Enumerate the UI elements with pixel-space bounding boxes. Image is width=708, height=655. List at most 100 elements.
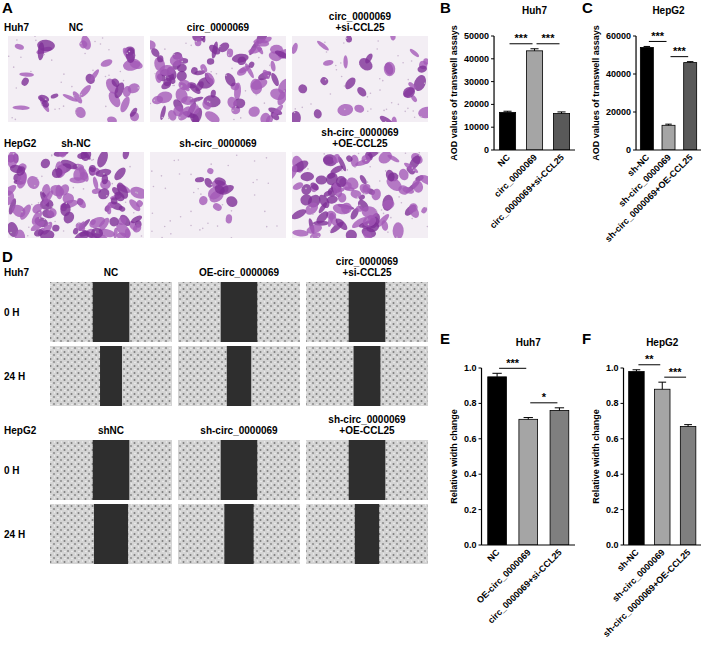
pore: [323, 153, 325, 155]
pore: [330, 230, 332, 232]
time-label: 24 H: [4, 371, 25, 382]
stained-cell: [207, 58, 215, 65]
stained-cell: [41, 189, 56, 207]
error-stem: [497, 373, 498, 377]
pore: [225, 75, 227, 77]
stained-cell: [73, 105, 88, 120]
pore: [126, 53, 128, 55]
pore: [168, 118, 170, 120]
panel-letter: A: [2, 0, 13, 16]
significance-label: ***: [542, 32, 556, 44]
stained-cell: [150, 39, 157, 50]
pore: [401, 202, 403, 204]
pore: [172, 85, 174, 87]
pore: [412, 110, 414, 112]
wound-image: [178, 346, 300, 406]
cell-layer: [306, 504, 428, 564]
stained-cell: [62, 93, 78, 103]
pore: [102, 37, 104, 39]
stained-cell: [345, 229, 358, 238]
pore: [402, 62, 404, 64]
pore: [77, 165, 79, 167]
stained-cell: [297, 83, 309, 95]
wound-image: [306, 504, 428, 564]
stained-cell: [357, 56, 375, 74]
pore: [54, 108, 56, 110]
pore: [39, 217, 41, 219]
pore: [404, 111, 406, 113]
image-bg: [150, 36, 286, 122]
pore: [103, 173, 105, 175]
bar: [684, 63, 697, 150]
pore: [264, 102, 266, 104]
pore: [164, 226, 166, 228]
error-cap: [503, 111, 511, 112]
stained-cell: [380, 220, 389, 232]
panel-letter: B: [440, 0, 451, 16]
chart-title: Huh7: [522, 5, 547, 16]
stained-cell: [270, 72, 281, 87]
pore: [307, 168, 309, 170]
pore: [387, 231, 389, 233]
pore: [370, 108, 372, 110]
stained-cell: [358, 174, 368, 186]
pore: [165, 188, 167, 190]
tick-label: 0.6: [464, 434, 477, 444]
pore: [269, 65, 271, 67]
pore: [231, 210, 233, 212]
pore: [209, 101, 211, 103]
pore: [385, 121, 387, 122]
pore: [66, 203, 68, 205]
stained-cell: [25, 174, 42, 192]
pore: [231, 237, 233, 238]
pore: [63, 73, 65, 75]
stained-cell: [159, 105, 167, 121]
bar: [640, 47, 653, 150]
pore: [151, 170, 153, 172]
stained-cell: [224, 194, 240, 209]
stained-cell: [89, 164, 97, 172]
pore: [382, 80, 384, 82]
pore: [207, 101, 209, 103]
pore: [365, 160, 367, 162]
pore: [370, 93, 372, 95]
bar: [662, 125, 675, 150]
column-head-line: +OE-CCL25: [332, 138, 388, 149]
pore: [73, 187, 75, 189]
tick-label: 0.0: [606, 540, 619, 550]
stained-cell: [195, 38, 202, 47]
stained-cell: [52, 224, 61, 232]
bars: [640, 46, 696, 150]
stained-cell: [378, 114, 395, 122]
stained-cell: [181, 96, 194, 105]
pore: [317, 236, 319, 238]
stained-cell: [55, 185, 63, 200]
stained-cell: [159, 65, 175, 76]
pore: [56, 167, 58, 169]
stained-cell: [78, 83, 93, 99]
stained-cell: [397, 184, 411, 197]
pore: [267, 75, 269, 77]
pore: [185, 42, 187, 44]
pore: [407, 108, 409, 110]
stained-cell: [88, 215, 107, 231]
stained-cell: [292, 110, 303, 122]
pore: [92, 70, 94, 72]
pore: [79, 95, 81, 97]
error-stem: [662, 382, 663, 389]
stained-cell: [261, 68, 271, 80]
pore: [414, 190, 416, 192]
pore: [195, 41, 197, 43]
pore: [154, 100, 156, 102]
tick-label: 0.4: [606, 469, 619, 479]
stained-cell: [344, 175, 361, 192]
stained-cell: [423, 58, 428, 65]
category-label: sh-circ_0000069+OE-CCL25: [603, 152, 694, 243]
pore: [235, 106, 237, 108]
error-cap: [665, 124, 671, 125]
stained-cell: [122, 152, 130, 160]
stained-cell: [332, 202, 351, 215]
pore: [419, 155, 421, 157]
stained-cell: [300, 172, 314, 182]
pore: [344, 85, 346, 87]
